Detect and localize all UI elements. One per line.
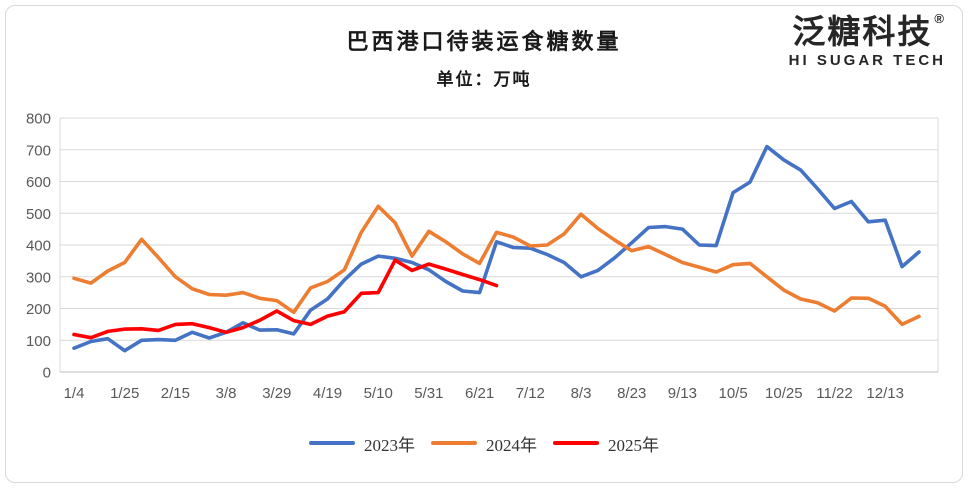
series-line-2023年 bbox=[72, 144, 921, 353]
x-tick-label: 9/13 bbox=[668, 385, 697, 402]
x-tick-label: 6/21 bbox=[465, 385, 494, 402]
y-tick-label: 100 bbox=[26, 333, 51, 350]
x-tick-label: 7/12 bbox=[516, 385, 545, 402]
brand-name: 泛糖科技 ® bbox=[789, 11, 946, 50]
x-tick-label: 5/31 bbox=[414, 385, 443, 402]
x-tick-label: 3/8 bbox=[216, 385, 237, 402]
y-tick-label: 700 bbox=[26, 142, 51, 159]
x-tick-label: 4/19 bbox=[313, 385, 342, 402]
chart-header: 巴西港口待装运食糖数量 单位：万吨 bbox=[0, 24, 968, 90]
legend-item-2024: 2024年 bbox=[431, 431, 537, 456]
x-tick-label: 12/13 bbox=[866, 385, 904, 402]
x-tick-label: 8/3 bbox=[571, 385, 592, 402]
y-axis-labels: 0 100 200 300 400 500 600 700 800 bbox=[26, 111, 51, 382]
legend-label-2025: 2025年 bbox=[608, 435, 659, 455]
y-tick-label: 300 bbox=[26, 269, 51, 286]
series-line-2024年 bbox=[72, 204, 921, 327]
brand-logo: 泛糖科技 ® HI SUGAR TECH bbox=[788, 11, 946, 70]
legend-label-2023: 2023年 bbox=[364, 435, 415, 455]
x-tick-label: 8/23 bbox=[617, 385, 646, 402]
chart-title: 巴西港口待装运食糖数量 bbox=[346, 29, 622, 54]
x-tick-label: 1/4 bbox=[64, 385, 85, 402]
y-tick-label: 600 bbox=[26, 174, 51, 191]
legend-swatch-2025 bbox=[553, 441, 599, 445]
y-tick-label: 200 bbox=[26, 301, 51, 318]
x-tick-label: 2/15 bbox=[161, 385, 190, 402]
legend-item-2025: 2025年 bbox=[553, 431, 659, 456]
registered-mark-icon: ® bbox=[934, 11, 946, 26]
x-tick-label: 10/25 bbox=[765, 385, 803, 402]
legend-swatch-2024 bbox=[431, 441, 477, 445]
gridlines bbox=[59, 117, 939, 373]
legend-swatch-2023 bbox=[309, 441, 355, 445]
legend-item-2023: 2023年 bbox=[309, 431, 415, 456]
chart-subtitle: 单位：万吨 bbox=[436, 70, 532, 89]
series-line-2025年 bbox=[72, 258, 499, 340]
x-tick-label: 3/29 bbox=[262, 385, 291, 402]
x-tick-label: 11/22 bbox=[816, 385, 852, 402]
x-axis-labels: 1/4 1/25 2/15 3/8 3/29 4/19 5/10 5/31 6/21 7/12 8/… bbox=[64, 385, 904, 402]
chart-legend: 2023年 2024年 2025年 bbox=[0, 430, 968, 456]
y-tick-label: 500 bbox=[26, 206, 51, 223]
brand-tagline: HI SUGAR TECH bbox=[788, 52, 946, 70]
x-tick-label: 1/25 bbox=[110, 385, 139, 402]
x-tick-label: 10/5 bbox=[718, 385, 747, 402]
legend-label-2024: 2024年 bbox=[486, 435, 537, 455]
x-tick-label: 5/10 bbox=[364, 385, 393, 402]
y-tick-label: 800 bbox=[26, 111, 51, 128]
y-tick-label: 400 bbox=[26, 238, 51, 255]
y-tick-label: 0 bbox=[43, 365, 51, 382]
brand-name-text: 泛糖科技 bbox=[792, 13, 933, 50]
